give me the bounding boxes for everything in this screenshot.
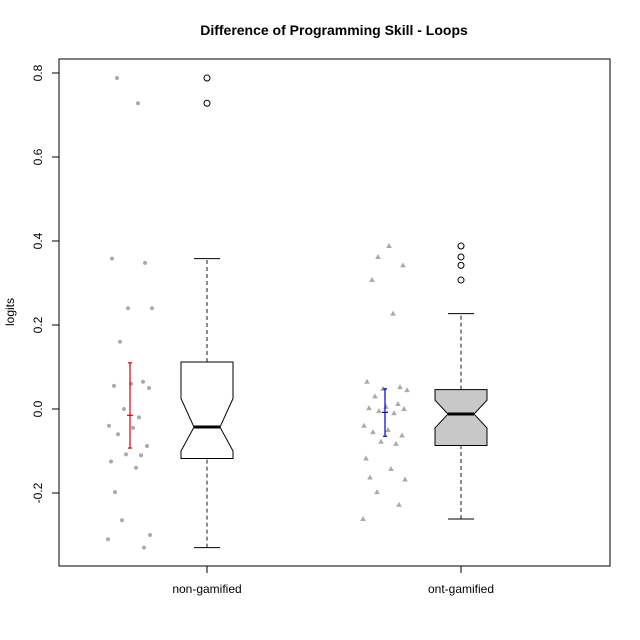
jitter-point [361, 422, 367, 428]
jitter-point [390, 310, 396, 316]
x-tick-label: ont-gamified [428, 582, 494, 596]
jitter-point [124, 452, 128, 457]
outlier-point [457, 242, 465, 250]
box-group-non-gamified [106, 74, 234, 550]
jitter-point [148, 533, 152, 537]
y-axis: -0.2 0.0 0.2 0.4 0.6 0.8 [31, 64, 60, 503]
jitter-point [399, 432, 405, 438]
y-tick-label: 0.6 [31, 148, 45, 165]
x-axis: non-gamified ont-gamified [172, 565, 494, 596]
jitter-point [107, 423, 111, 428]
outlier-point [457, 276, 465, 284]
jitter-point [366, 405, 372, 411]
jitter-point [395, 400, 401, 406]
jitter-point [396, 501, 402, 507]
jitter-point [137, 415, 141, 420]
jitter-point [364, 378, 370, 384]
jitter-point [141, 379, 145, 384]
jitter-point [402, 476, 408, 482]
jitter-point [360, 516, 366, 522]
y-tick-label: -0.2 [31, 482, 45, 503]
y-tick-label: 0.2 [31, 316, 45, 333]
outlier-point [457, 261, 465, 269]
jitter-point [372, 393, 378, 399]
jitter-point [120, 518, 124, 523]
y-tick-label: 0.8 [31, 64, 45, 81]
jitter-point [118, 339, 122, 344]
jitter-point [147, 386, 151, 390]
jitter-point [374, 489, 380, 495]
jitter-point [385, 427, 391, 432]
jitter-point [134, 465, 138, 470]
jitter-point [143, 260, 147, 265]
jitter-point [116, 432, 120, 437]
jitter-point [363, 455, 369, 461]
chart-title: Difference of Programming Skill - Loops [200, 22, 468, 38]
jitter-point [375, 253, 381, 259]
jitter-point [378, 438, 384, 444]
jitter-point [376, 408, 382, 414]
jitter-point [369, 277, 375, 283]
jitter-point [142, 545, 146, 550]
jitter-point [106, 537, 110, 542]
box-groups [106, 74, 488, 550]
jitter-point [393, 440, 399, 446]
outlier-point [457, 253, 465, 261]
notched-box [434, 389, 488, 447]
jitter-point [367, 474, 373, 480]
jitter-point [401, 406, 407, 411]
jitter-point [150, 306, 154, 311]
jitter-point [131, 425, 135, 430]
jitter-point [122, 407, 126, 411]
box-group-ont-gamified [360, 242, 488, 522]
jitter-point [397, 384, 403, 390]
x-tick-label: non-gamified [172, 582, 241, 596]
jitter-point [113, 490, 117, 495]
jitter-point [386, 243, 392, 249]
notched-box [180, 361, 234, 460]
y-tick-label: 0.0 [31, 400, 45, 417]
jitter-point [388, 466, 394, 472]
outlier-point [203, 99, 211, 107]
jitter-point [109, 459, 113, 464]
jitter-point [115, 76, 119, 81]
jitter-point [126, 306, 130, 311]
jitter-point [370, 429, 376, 435]
y-axis-label: logits [3, 298, 17, 326]
jitter-point [400, 262, 406, 268]
jitter-point [139, 453, 143, 458]
jitter-point [404, 387, 410, 393]
jitter-point [136, 101, 140, 106]
jitter-point [112, 383, 116, 388]
jitter-point [383, 403, 389, 409]
y-tick-label: 0.4 [31, 232, 45, 249]
jitter-point [110, 256, 114, 261]
outlier-point [203, 74, 211, 82]
plot-frame [58, 58, 611, 567]
jitter-point [391, 410, 397, 416]
jitter-point [145, 443, 149, 448]
